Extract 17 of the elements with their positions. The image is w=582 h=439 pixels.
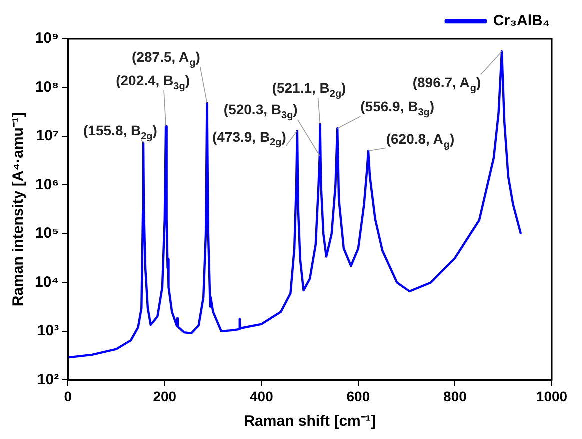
y-tick-label: 10² <box>37 371 60 388</box>
x-tick-label: 200 <box>153 388 177 404</box>
y-tick-label: 10⁹ <box>35 30 60 48</box>
y-tick-label: 10⁵ <box>35 225 60 242</box>
x-tick-label: 1000 <box>536 388 568 404</box>
x-tick-label: 600 <box>346 388 370 404</box>
y-tick-label: 10⁷ <box>36 128 60 145</box>
y-tick-label: 10⁸ <box>35 78 60 96</box>
x-tick-label: 400 <box>250 388 274 404</box>
x-axis-title: Raman shift [cm⁻¹] <box>244 413 376 430</box>
legend-label: Cr₃AlB₄ <box>493 12 550 30</box>
y-axis-title: Raman intensity [A⁴·amu⁻¹] <box>10 112 28 307</box>
x-tick-label: 0 <box>64 388 72 404</box>
y-tick-label: 10³ <box>37 322 60 340</box>
y-tick-label: 10⁶ <box>36 176 60 194</box>
x-tick-label: 800 <box>444 388 468 404</box>
y-tick-label: 10⁴ <box>34 274 60 291</box>
